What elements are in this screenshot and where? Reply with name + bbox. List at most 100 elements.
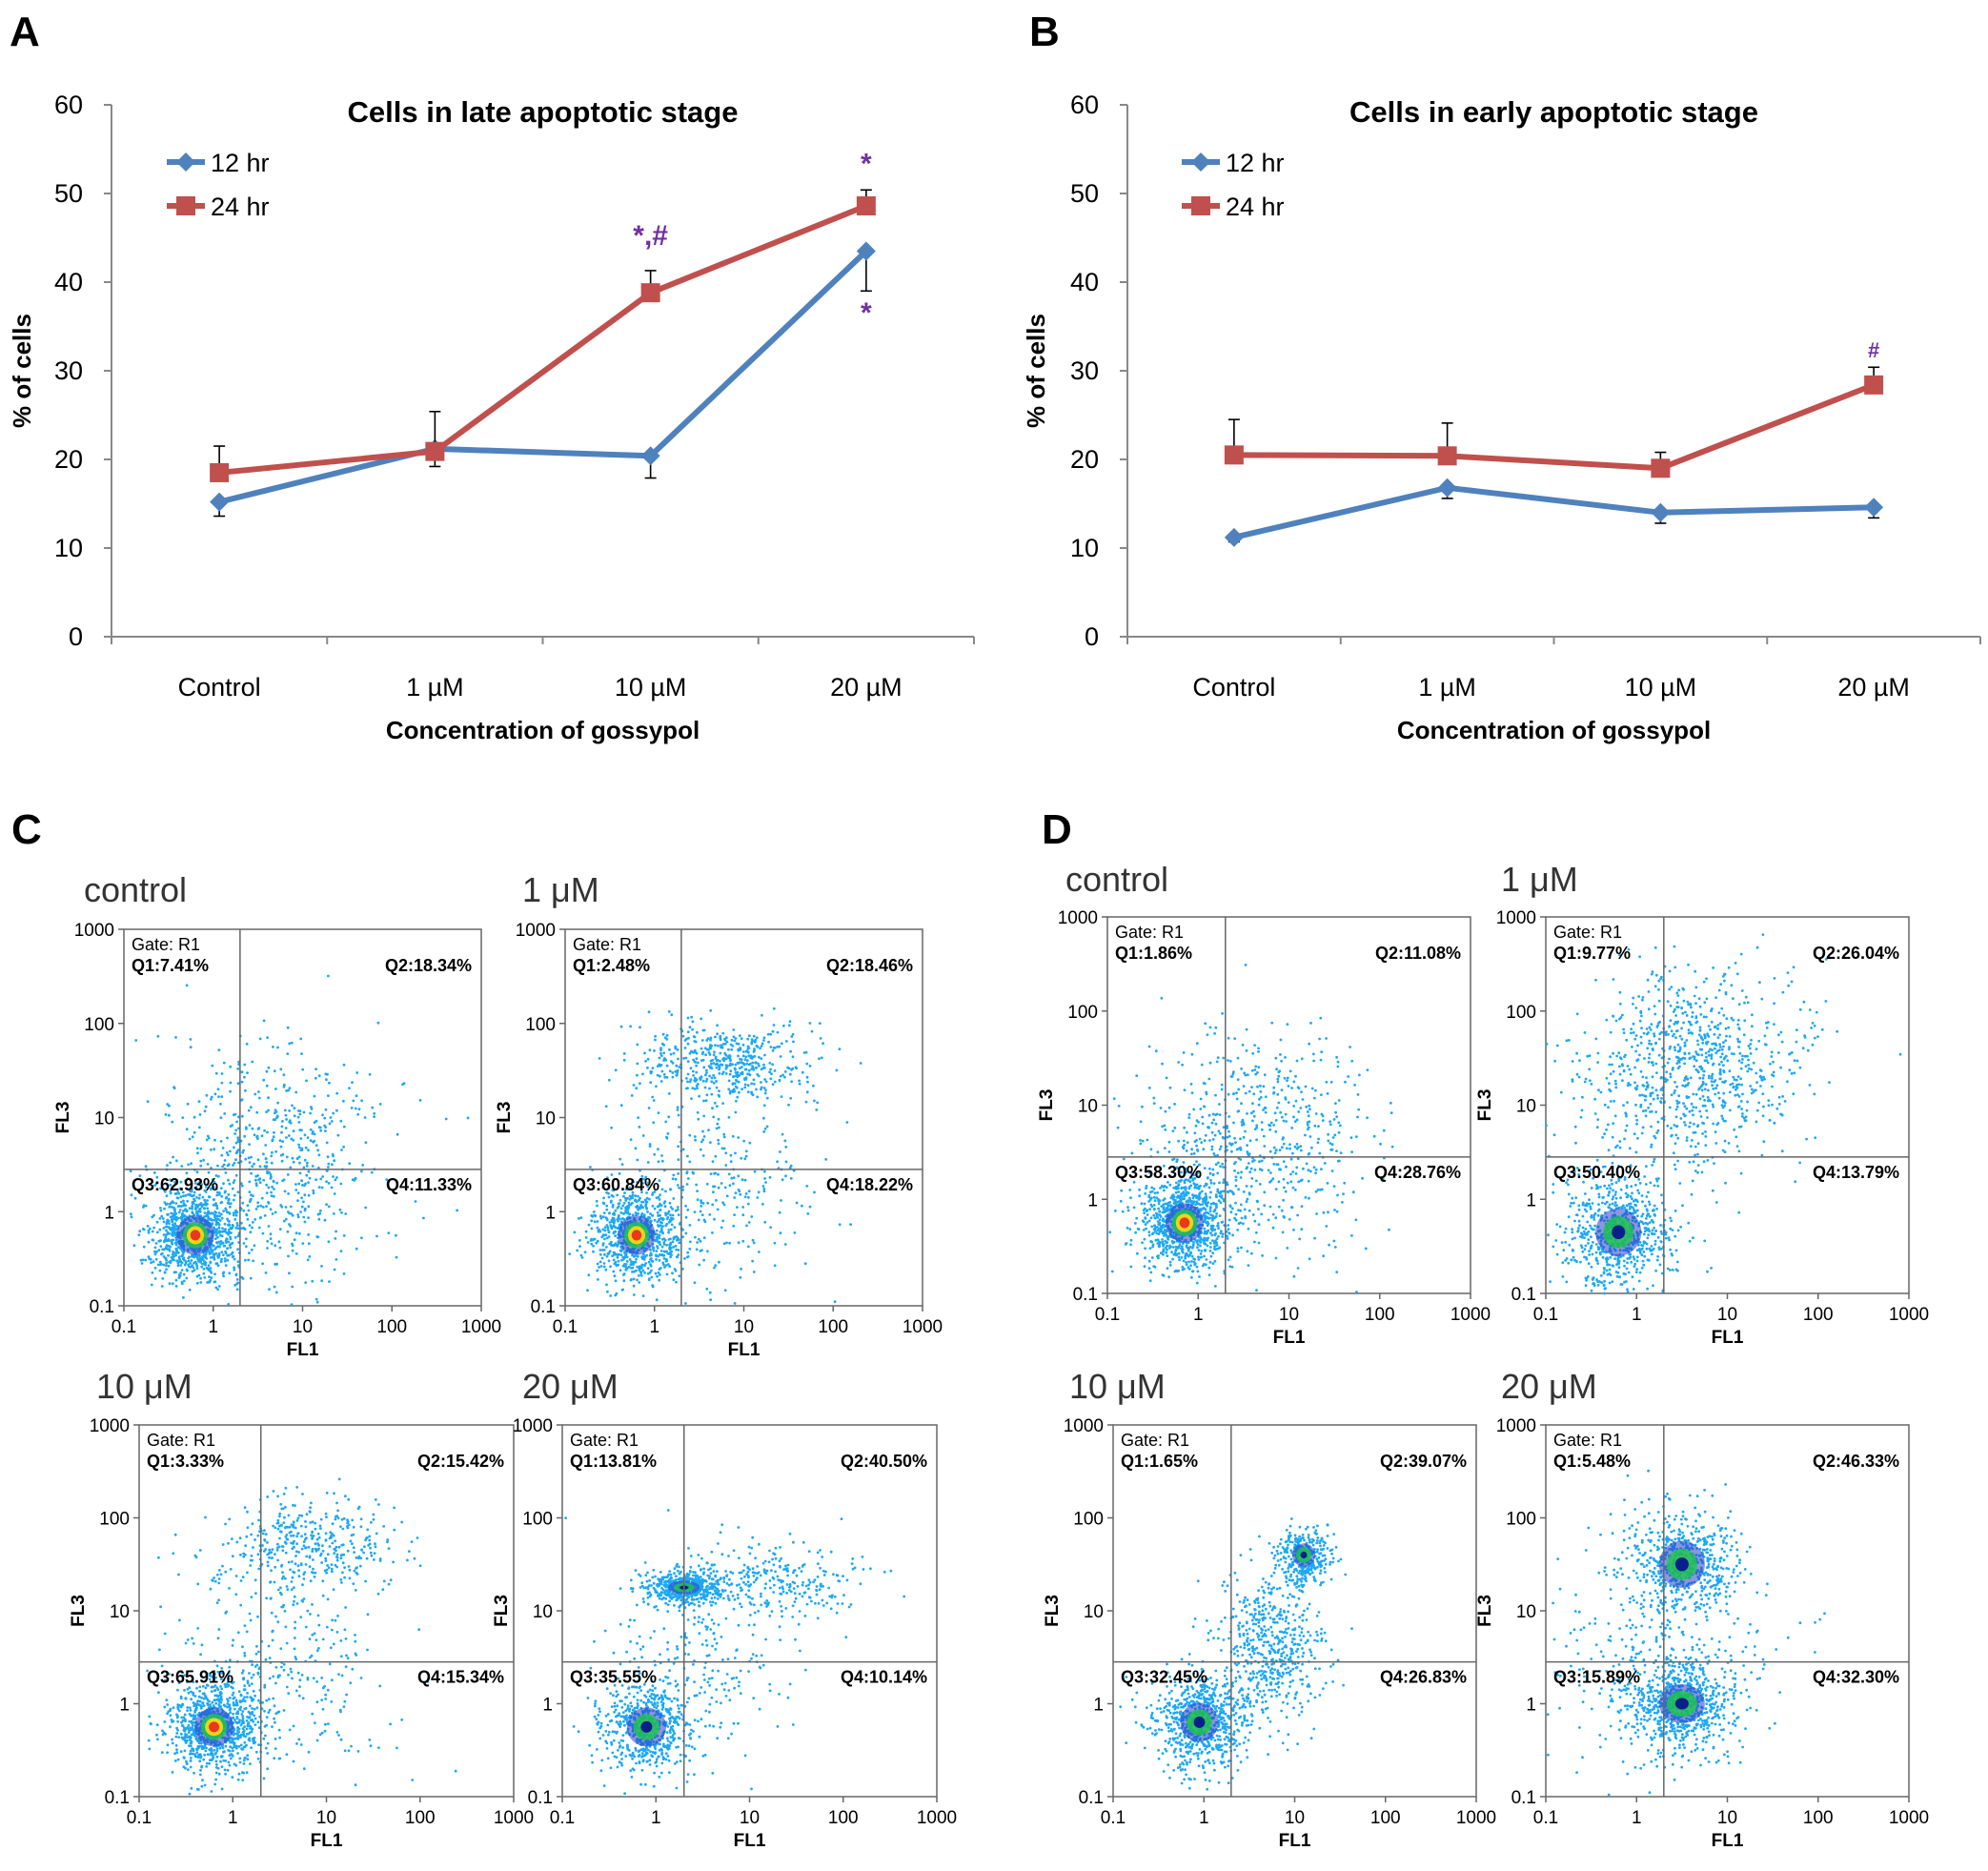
event-dot <box>195 1212 198 1215</box>
event-dot <box>298 1575 301 1577</box>
event-dot <box>166 1712 169 1715</box>
event-dot <box>254 1741 256 1744</box>
event-dot <box>279 1530 282 1533</box>
event-dot <box>712 1186 715 1189</box>
event-dot <box>605 1246 608 1249</box>
event-dot <box>658 1279 660 1282</box>
event-dot <box>635 1258 638 1261</box>
event-dot <box>298 1695 301 1698</box>
event-dot <box>341 1518 344 1521</box>
event-dot <box>606 1291 609 1293</box>
event-dot <box>603 1202 606 1205</box>
event-dot <box>344 1628 347 1631</box>
event-dot <box>252 1522 254 1525</box>
event-dot <box>251 1227 254 1230</box>
event-dot <box>659 1075 661 1078</box>
event-dot <box>226 1247 229 1250</box>
event-dot <box>224 1208 227 1210</box>
event-dot <box>626 1260 629 1263</box>
event-dot <box>740 1072 742 1075</box>
event-dot <box>213 1783 216 1786</box>
event-dot <box>286 1585 289 1588</box>
event-dot <box>783 1076 786 1079</box>
event-dot <box>303 1193 306 1196</box>
event-dot <box>214 1092 217 1095</box>
event-dot <box>246 1043 249 1046</box>
event-dot <box>167 1213 170 1216</box>
event-dot <box>151 1284 153 1287</box>
event-dot <box>638 1281 640 1284</box>
event-dot <box>217 1048 220 1051</box>
event-dot <box>728 1116 731 1119</box>
event-dot <box>669 1251 672 1254</box>
event-dot <box>758 1251 761 1253</box>
event-dot <box>736 1071 739 1074</box>
event-dot <box>747 1051 750 1054</box>
event-dot <box>345 1637 348 1640</box>
density-core <box>632 1230 642 1240</box>
event-dot <box>673 1052 676 1055</box>
event-dot <box>232 1750 234 1753</box>
event-dot <box>133 1244 136 1247</box>
event-dot <box>317 1624 320 1627</box>
event-dot <box>252 1194 254 1197</box>
event-dot <box>198 1193 201 1196</box>
event-dot <box>735 1191 738 1194</box>
event-dot <box>694 1077 697 1080</box>
event-dot <box>157 1556 160 1559</box>
event-dot <box>676 1073 679 1076</box>
event-dot <box>266 1131 269 1134</box>
event-dot <box>719 1052 721 1055</box>
event-dot <box>185 1260 188 1263</box>
event-dot <box>641 1073 644 1076</box>
event-dot <box>220 1756 223 1759</box>
event-dot <box>213 1576 215 1579</box>
event-dot <box>678 1274 680 1277</box>
event-dot <box>213 1216 216 1219</box>
event-dot <box>226 1218 229 1221</box>
event-dot <box>735 1100 738 1103</box>
event-dot <box>612 1271 615 1273</box>
event-dot <box>218 1246 221 1249</box>
event-dot <box>704 1074 707 1077</box>
event-dot <box>331 1187 334 1190</box>
event-dot <box>371 1171 374 1174</box>
x-tick-label: 10 µM <box>1625 673 1697 702</box>
event-dot <box>298 1129 301 1131</box>
event-dot <box>631 1094 634 1097</box>
event-dot <box>343 1234 346 1237</box>
event-dot <box>343 1700 346 1703</box>
event-dot <box>748 1221 751 1224</box>
y-tick-label: 1000 <box>516 921 556 941</box>
event-dot <box>266 1070 269 1073</box>
event-dot <box>295 1542 298 1545</box>
event-dot <box>266 1767 269 1770</box>
event-dot <box>290 1531 293 1534</box>
event-dot <box>834 1300 837 1303</box>
x-tick-label: 0.1 <box>553 1317 578 1337</box>
event-dot <box>393 1507 396 1510</box>
event-dot <box>789 1020 792 1023</box>
event-dot <box>792 1033 795 1036</box>
event-dot <box>281 1126 284 1129</box>
x-axis-label: Concentration of gossypol <box>386 716 700 744</box>
event-dot <box>228 1241 231 1244</box>
event-dot <box>700 1205 702 1208</box>
event-dot <box>373 1514 375 1516</box>
event-dot <box>309 1510 312 1513</box>
event-dot <box>788 1068 791 1070</box>
event-dot <box>215 1760 218 1763</box>
event-dot <box>342 1543 345 1546</box>
event-dot <box>661 1070 664 1073</box>
event-dot <box>306 1610 309 1613</box>
event-dot <box>186 984 189 986</box>
event-dot <box>296 1602 299 1605</box>
event-dot <box>368 1535 371 1538</box>
event-dot <box>143 1204 146 1207</box>
event-dot <box>222 1147 225 1149</box>
event-dot <box>195 1196 198 1199</box>
event-dot <box>597 1227 599 1230</box>
event-dot <box>701 1052 704 1055</box>
data-point <box>1225 528 1244 547</box>
event-dot <box>755 1088 758 1091</box>
